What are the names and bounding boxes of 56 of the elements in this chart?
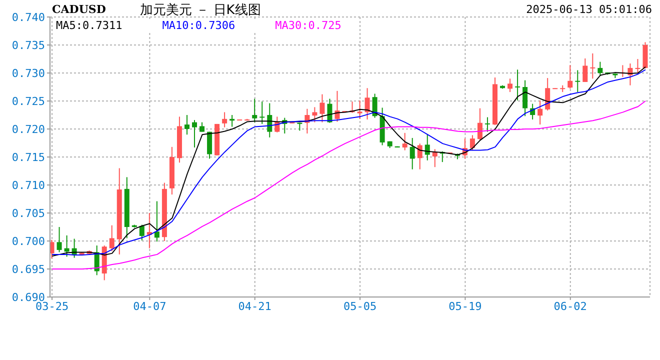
candlestick xyxy=(522,80,528,117)
candlestick xyxy=(417,143,422,170)
x-tick-label: 05-05 xyxy=(343,300,377,313)
y-tick-label: 0.740 xyxy=(12,10,45,24)
candlestick xyxy=(312,106,318,123)
y-tick-label: 0.720 xyxy=(12,122,45,136)
candlestick xyxy=(575,70,580,93)
y-tick-label: 0.705 xyxy=(12,206,45,220)
text: MA5:0.7311 xyxy=(56,19,122,32)
candlestick xyxy=(56,226,62,253)
text: MA30:0.725 xyxy=(275,19,342,32)
chart-subtitle: CADUSD xyxy=(52,3,106,16)
x-tick-label: 04-21 xyxy=(238,300,272,313)
candlestick xyxy=(184,114,190,136)
candlestick xyxy=(515,69,520,101)
candlestick xyxy=(192,120,198,148)
candlestick xyxy=(470,134,475,151)
candlestick xyxy=(477,108,482,141)
x-tick-label: 05-19 xyxy=(448,300,482,313)
candlestick xyxy=(364,88,370,120)
candlestick xyxy=(598,61,603,76)
candlestick xyxy=(424,134,430,161)
text: 2025-06-13 05:01:06 xyxy=(526,3,652,16)
candlestick xyxy=(642,42,648,70)
x-tick-label: 06-02 xyxy=(554,300,587,313)
text: MA10:0.7306 xyxy=(162,19,236,32)
candlestick xyxy=(635,58,640,73)
x-tick-label: 04-07 xyxy=(133,300,166,313)
candlestick xyxy=(154,200,160,242)
y-tick-label: 0.715 xyxy=(12,150,45,164)
y-tick-label: 0.700 xyxy=(12,234,45,248)
candlestick xyxy=(568,64,573,90)
candlestick xyxy=(372,93,378,118)
candlestick xyxy=(508,78,513,93)
candlestick xyxy=(538,100,543,126)
y-tick-label: 0.695 xyxy=(12,262,45,276)
candlestick xyxy=(402,132,408,151)
candlestick xyxy=(320,94,325,123)
candlestick xyxy=(64,234,70,258)
y-tick-label: 0.735 xyxy=(12,38,45,52)
candlestick xyxy=(139,224,144,241)
y-tick-label: 0.710 xyxy=(12,178,45,192)
candlestick xyxy=(410,137,415,170)
candlestick xyxy=(252,98,258,123)
candlestick xyxy=(484,116,490,132)
candlestick xyxy=(260,101,265,124)
candlestick xyxy=(582,58,588,82)
chart-title: 加元美元 － 日K线图 xyxy=(140,2,261,19)
candlestick xyxy=(200,122,205,132)
y-tick-label: 0.725 xyxy=(12,94,45,108)
y-tick-label: 0.730 xyxy=(12,66,45,80)
candlestick xyxy=(545,78,550,112)
candlestick xyxy=(109,224,114,252)
candlestick xyxy=(357,100,362,120)
candlestick xyxy=(590,52,596,80)
candlestick xyxy=(222,112,228,128)
